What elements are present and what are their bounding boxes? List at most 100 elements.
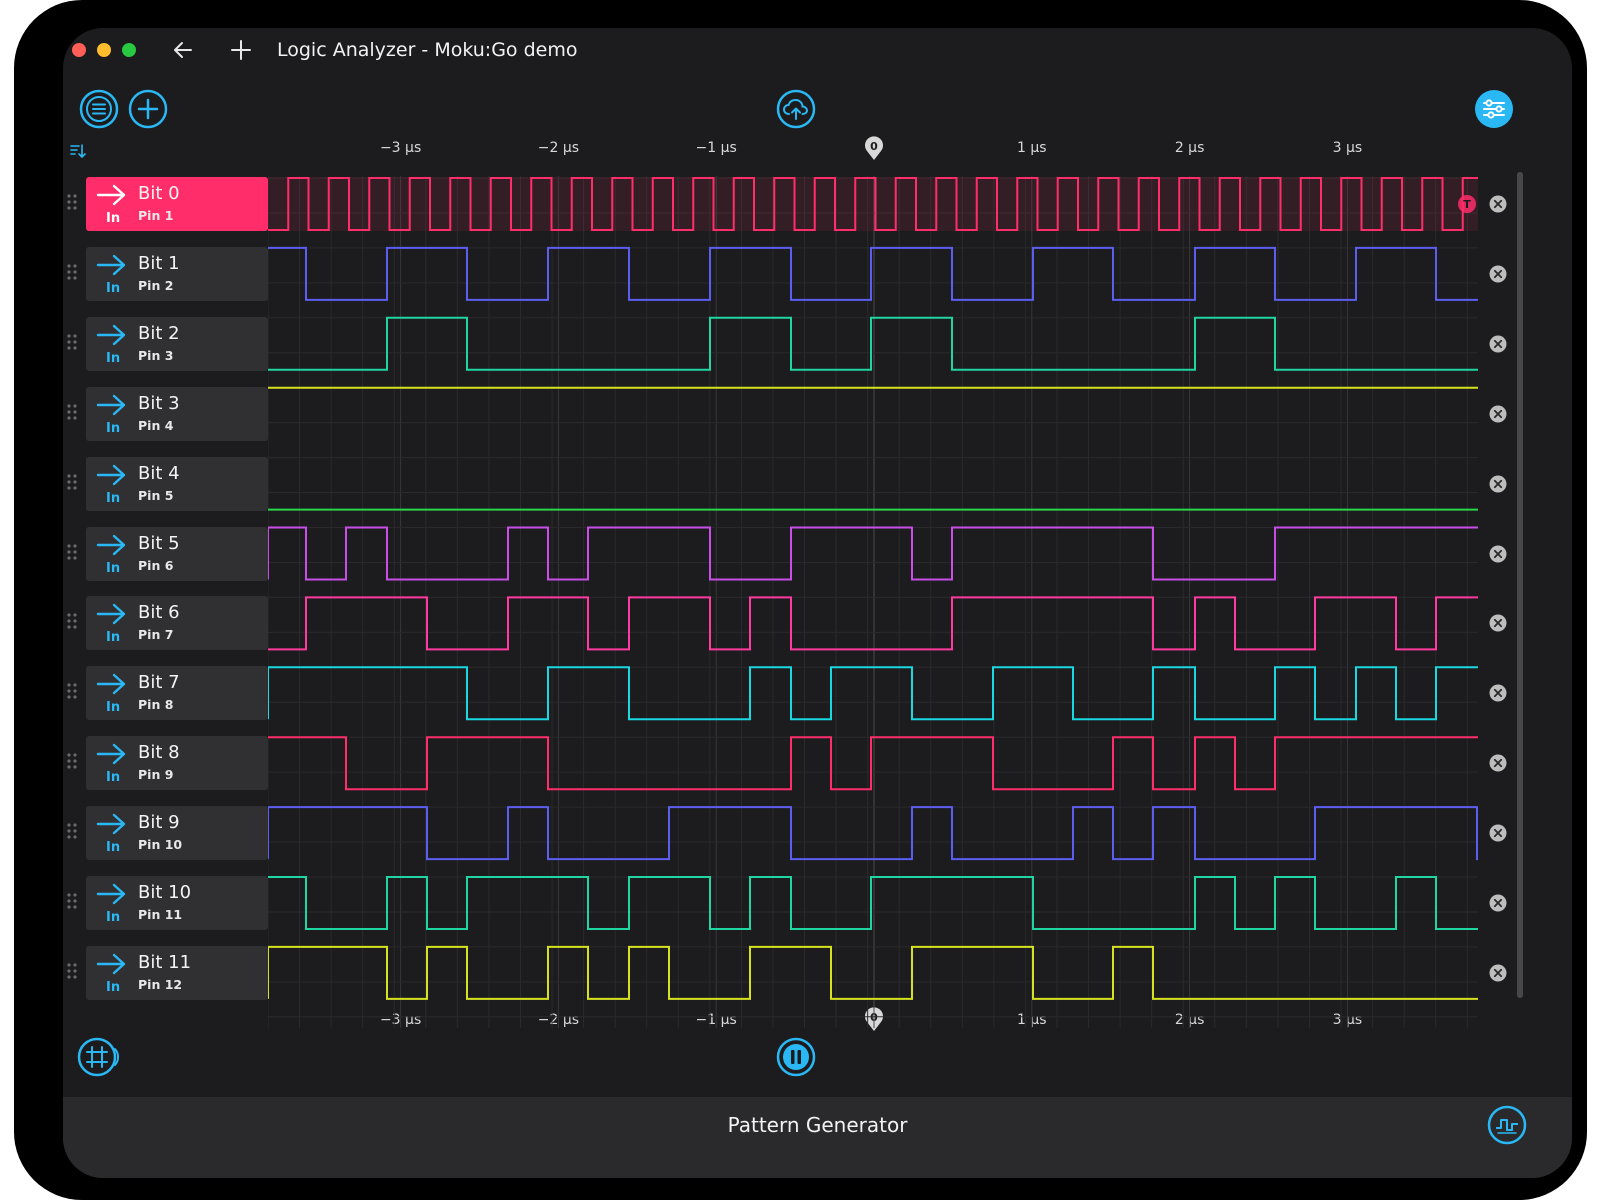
- remove-channel-button[interactable]: [1489, 545, 1507, 563]
- app-window: Logic Analyzer - Moku:Go demo: [63, 28, 1572, 1178]
- waveform-bit-2: [268, 316, 1478, 371]
- settings-button[interactable]: [1473, 88, 1515, 130]
- channel-label-bit-6[interactable]: In Bit 6 Pin 7: [86, 596, 268, 651]
- remove-channel-button[interactable]: [1489, 964, 1507, 982]
- close-circle-icon: [1489, 614, 1507, 632]
- channel-name: Bit 9: [138, 812, 180, 834]
- channel-label-bit-11[interactable]: In Bit 11 Pin 12: [86, 945, 268, 1000]
- close-circle-icon: [1489, 405, 1507, 423]
- waveform-bit-9: [268, 806, 1478, 861]
- remove-channel-button[interactable]: [1489, 475, 1507, 493]
- time-zero-marker[interactable]: 0: [863, 135, 885, 161]
- channel-label-bit-2[interactable]: In Bit 2 Pin 3: [86, 316, 268, 371]
- remove-channel-button[interactable]: [1489, 614, 1507, 632]
- remove-channel-button[interactable]: [1489, 754, 1507, 772]
- sliders-icon: [1475, 90, 1513, 128]
- channel-label-bit-10[interactable]: In Bit 10 Pin 11: [86, 876, 268, 930]
- drag-handle-icon[interactable]: [66, 821, 78, 845]
- channel-direction: In: [106, 840, 121, 856]
- close-circle-icon: [1489, 684, 1507, 702]
- drag-handle-icon[interactable]: [66, 262, 78, 286]
- pattern-generator-bar[interactable]: Pattern Generator: [63, 1097, 1572, 1178]
- channel-name: Bit 4: [138, 462, 180, 484]
- channel-direction: In: [106, 700, 121, 716]
- drag-handle-icon[interactable]: [66, 542, 78, 566]
- time-tick-label: 2 µs: [1174, 140, 1205, 156]
- drag-handle-icon[interactable]: [66, 681, 78, 705]
- pattern-generator-button[interactable]: [1486, 1104, 1528, 1146]
- trigger-marker[interactable]: T: [1458, 195, 1476, 213]
- new-tab-plus-icon[interactable]: [229, 38, 253, 62]
- vertical-scrollbar[interactable]: [1517, 172, 1523, 998]
- waveform-bit-10: [268, 876, 1478, 930]
- channel-label-bit-7[interactable]: In Bit 7 Pin 8: [86, 666, 268, 721]
- input-arrow-icon: [96, 953, 126, 975]
- back-arrow-icon[interactable]: [171, 38, 195, 62]
- grid-button[interactable]: [77, 1036, 123, 1078]
- channel-pin: Pin 10: [138, 837, 183, 853]
- remove-channel-button[interactable]: [1489, 684, 1507, 702]
- cloud-upload-icon: [776, 89, 816, 129]
- remove-channel-button[interactable]: [1489, 265, 1507, 283]
- drag-handle-icon[interactable]: [66, 751, 78, 775]
- pattern-generator-title: Pattern Generator: [727, 1113, 908, 1137]
- add-channel-button[interactable]: [127, 88, 169, 130]
- channel-pin: Pin 4: [138, 417, 174, 433]
- close-circle-icon: [1489, 894, 1507, 912]
- channel-name: Bit 11: [138, 951, 192, 973]
- remove-channel-button[interactable]: [1489, 894, 1507, 912]
- time-tick-label: −1 µs: [695, 140, 737, 156]
- channel-label-bit-8[interactable]: In Bit 8 Pin 9: [86, 736, 268, 791]
- waveform-bit-1: [268, 246, 1478, 301]
- channel-pin: Pin 1: [138, 208, 174, 223]
- drag-handle-icon[interactable]: [66, 332, 78, 356]
- time-tick-label: 3 µs: [1332, 140, 1363, 156]
- cloud-upload-button[interactable]: [775, 88, 817, 130]
- channel-name: Bit 10: [138, 882, 192, 903]
- channel-pin: Pin 9: [138, 767, 174, 783]
- channel-pin: Pin 7: [138, 627, 174, 643]
- menu-button[interactable]: [78, 88, 120, 130]
- channel-label-bit-3[interactable]: In Bit 3 Pin 4: [86, 386, 268, 441]
- input-arrow-icon: [96, 184, 126, 206]
- channel-name: Bit 7: [138, 672, 180, 694]
- drag-handle-icon[interactable]: [66, 611, 78, 635]
- channel-label-bit-9[interactable]: In Bit 9 Pin 10: [86, 806, 268, 861]
- waveform-bit-5: [268, 526, 1478, 581]
- input-arrow-icon: [96, 604, 126, 625]
- remove-channel-button[interactable]: [1489, 824, 1507, 842]
- drag-handle-icon[interactable]: [66, 192, 78, 216]
- channel-direction: In: [106, 211, 121, 226]
- close-circle-icon: [1489, 475, 1507, 493]
- maximize-window-button[interactable]: [122, 43, 136, 57]
- channel-label-bit-1[interactable]: In Bit 1 Pin 2: [86, 246, 268, 301]
- channel-label-bit-0[interactable]: In Bit 0 Pin 1: [86, 177, 268, 231]
- input-arrow-icon: [96, 883, 126, 905]
- remove-channel-button[interactable]: [1489, 195, 1507, 213]
- remove-channel-button[interactable]: [1489, 405, 1507, 423]
- waveform-display[interactable]: T: [268, 176, 1478, 1028]
- drag-handle-icon[interactable]: [66, 402, 78, 426]
- drag-handle-icon[interactable]: [66, 472, 78, 496]
- device-frame: Logic Analyzer - Moku:Go demo: [14, 0, 1587, 1200]
- pause-icon: [776, 1037, 816, 1077]
- channel-label-bit-4[interactable]: In Bit 4 Pin 5: [86, 456, 268, 511]
- sort-channels-icon[interactable]: [69, 142, 87, 160]
- title-bar: Logic Analyzer - Moku:Go demo: [63, 28, 1572, 80]
- close-window-button[interactable]: [72, 43, 86, 57]
- channel-direction: In: [106, 979, 121, 995]
- channel-direction: In: [106, 910, 121, 925]
- close-circle-icon: [1489, 545, 1507, 562]
- remove-channel-button[interactable]: [1489, 335, 1507, 353]
- channel-name: Bit 5: [138, 532, 180, 554]
- waveform-grid: [268, 176, 1478, 1028]
- drag-handle-icon[interactable]: [66, 961, 78, 985]
- channel-pin: Pin 12: [138, 976, 183, 992]
- grid-icon: [77, 1037, 119, 1077]
- channel-name: Bit 6: [138, 602, 180, 624]
- channel-label-bit-5[interactable]: In Bit 5 Pin 6: [86, 526, 268, 581]
- minimize-window-button[interactable]: [97, 43, 111, 57]
- drag-handle-icon[interactable]: [66, 891, 78, 915]
- trigger-label: T: [1463, 198, 1471, 211]
- pause-button[interactable]: [775, 1036, 817, 1078]
